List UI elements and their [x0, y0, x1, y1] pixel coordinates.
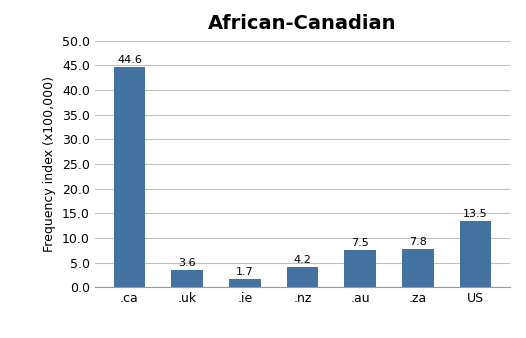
Bar	[344, 250, 376, 287]
Bar	[229, 279, 261, 287]
Text: 7.5: 7.5	[351, 238, 369, 248]
Y-axis label: Frequency index (x100,000): Frequency index (x100,000)	[43, 76, 56, 252]
Text: 7.8: 7.8	[409, 237, 427, 247]
Text: 3.6: 3.6	[178, 258, 196, 268]
Text: 13.5: 13.5	[463, 209, 488, 219]
Bar	[402, 249, 433, 287]
Text: 1.7: 1.7	[236, 267, 254, 277]
Bar	[287, 267, 318, 287]
Bar	[114, 67, 145, 287]
Title: African-Canadian: African-Canadian	[208, 15, 397, 33]
Text: 44.6: 44.6	[117, 55, 142, 65]
Bar	[460, 221, 491, 287]
Bar	[171, 269, 203, 287]
Text: 4.2: 4.2	[294, 255, 311, 265]
